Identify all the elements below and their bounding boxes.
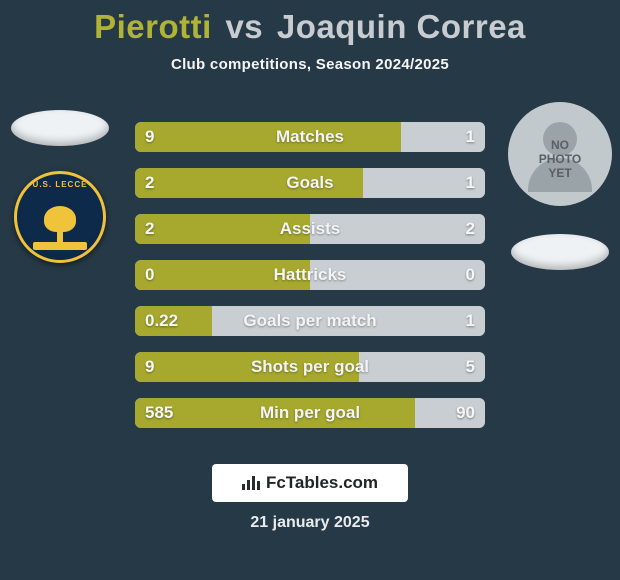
stat-bar-left xyxy=(135,398,415,428)
stat-row-hattricks: 00Hattricks xyxy=(135,260,485,290)
stat-bar-right xyxy=(401,122,485,152)
chart-icon xyxy=(242,476,260,490)
player1-club-badge: U.S. LECCE xyxy=(14,171,106,263)
stat-bar-right xyxy=(310,214,485,244)
right-player-column: NO PHOTO YET xyxy=(500,110,620,270)
stat-bar-right xyxy=(415,398,485,428)
stat-bar-left xyxy=(135,306,212,336)
nophoto-line3: YET xyxy=(548,166,571,180)
stat-bar-right xyxy=(310,260,485,290)
footer-brand-text: FcTables.com xyxy=(266,473,378,493)
nophoto-line2: PHOTO xyxy=(539,152,581,166)
nophoto-line1: NO xyxy=(551,138,569,152)
club-badge-tree-icon xyxy=(40,206,80,246)
player1-name: Pierotti xyxy=(94,8,212,45)
player2-country-flag xyxy=(511,234,609,270)
stat-bar-left xyxy=(135,214,310,244)
comparison-bars: 91Matches 21Goals 22Assists 00Hattricks 0.22… xyxy=(135,122,485,444)
club-badge-text: U.S. LECCE xyxy=(23,180,97,202)
stat-row-min-per-goal: 58590Min per goal xyxy=(135,398,485,428)
stat-bar-right xyxy=(212,306,485,336)
nophoto-text: NO PHOTO YET xyxy=(508,138,612,180)
player1-country-flag xyxy=(11,110,109,146)
stat-row-assists: 22Assists xyxy=(135,214,485,244)
stat-row-goals: 21Goals xyxy=(135,168,485,198)
club-badge-base xyxy=(33,242,87,250)
stat-row-shots-per-goal: 95Shots per goal xyxy=(135,352,485,382)
page-title: Pierotti vs Joaquin Correa xyxy=(0,0,620,46)
stat-bar-left xyxy=(135,352,359,382)
footer-brand[interactable]: FcTables.com xyxy=(212,464,408,502)
stat-row-matches: 91Matches xyxy=(135,122,485,152)
stat-bar-left xyxy=(135,122,401,152)
player2-name: Joaquin Correa xyxy=(277,8,526,45)
stat-row-goals-per-match: 0.221Goals per match xyxy=(135,306,485,336)
subtitle: Club competitions, Season 2024/2025 xyxy=(0,56,620,73)
stat-bar-right xyxy=(363,168,486,198)
left-player-column: U.S. LECCE xyxy=(0,110,120,263)
footer-date: 21 january 2025 xyxy=(0,514,620,532)
stat-bar-left xyxy=(135,260,310,290)
stat-bar-right xyxy=(359,352,485,382)
player2-photo-placeholder: NO PHOTO YET xyxy=(508,102,612,206)
vs-label: vs xyxy=(221,8,267,45)
stat-bar-left xyxy=(135,168,363,198)
